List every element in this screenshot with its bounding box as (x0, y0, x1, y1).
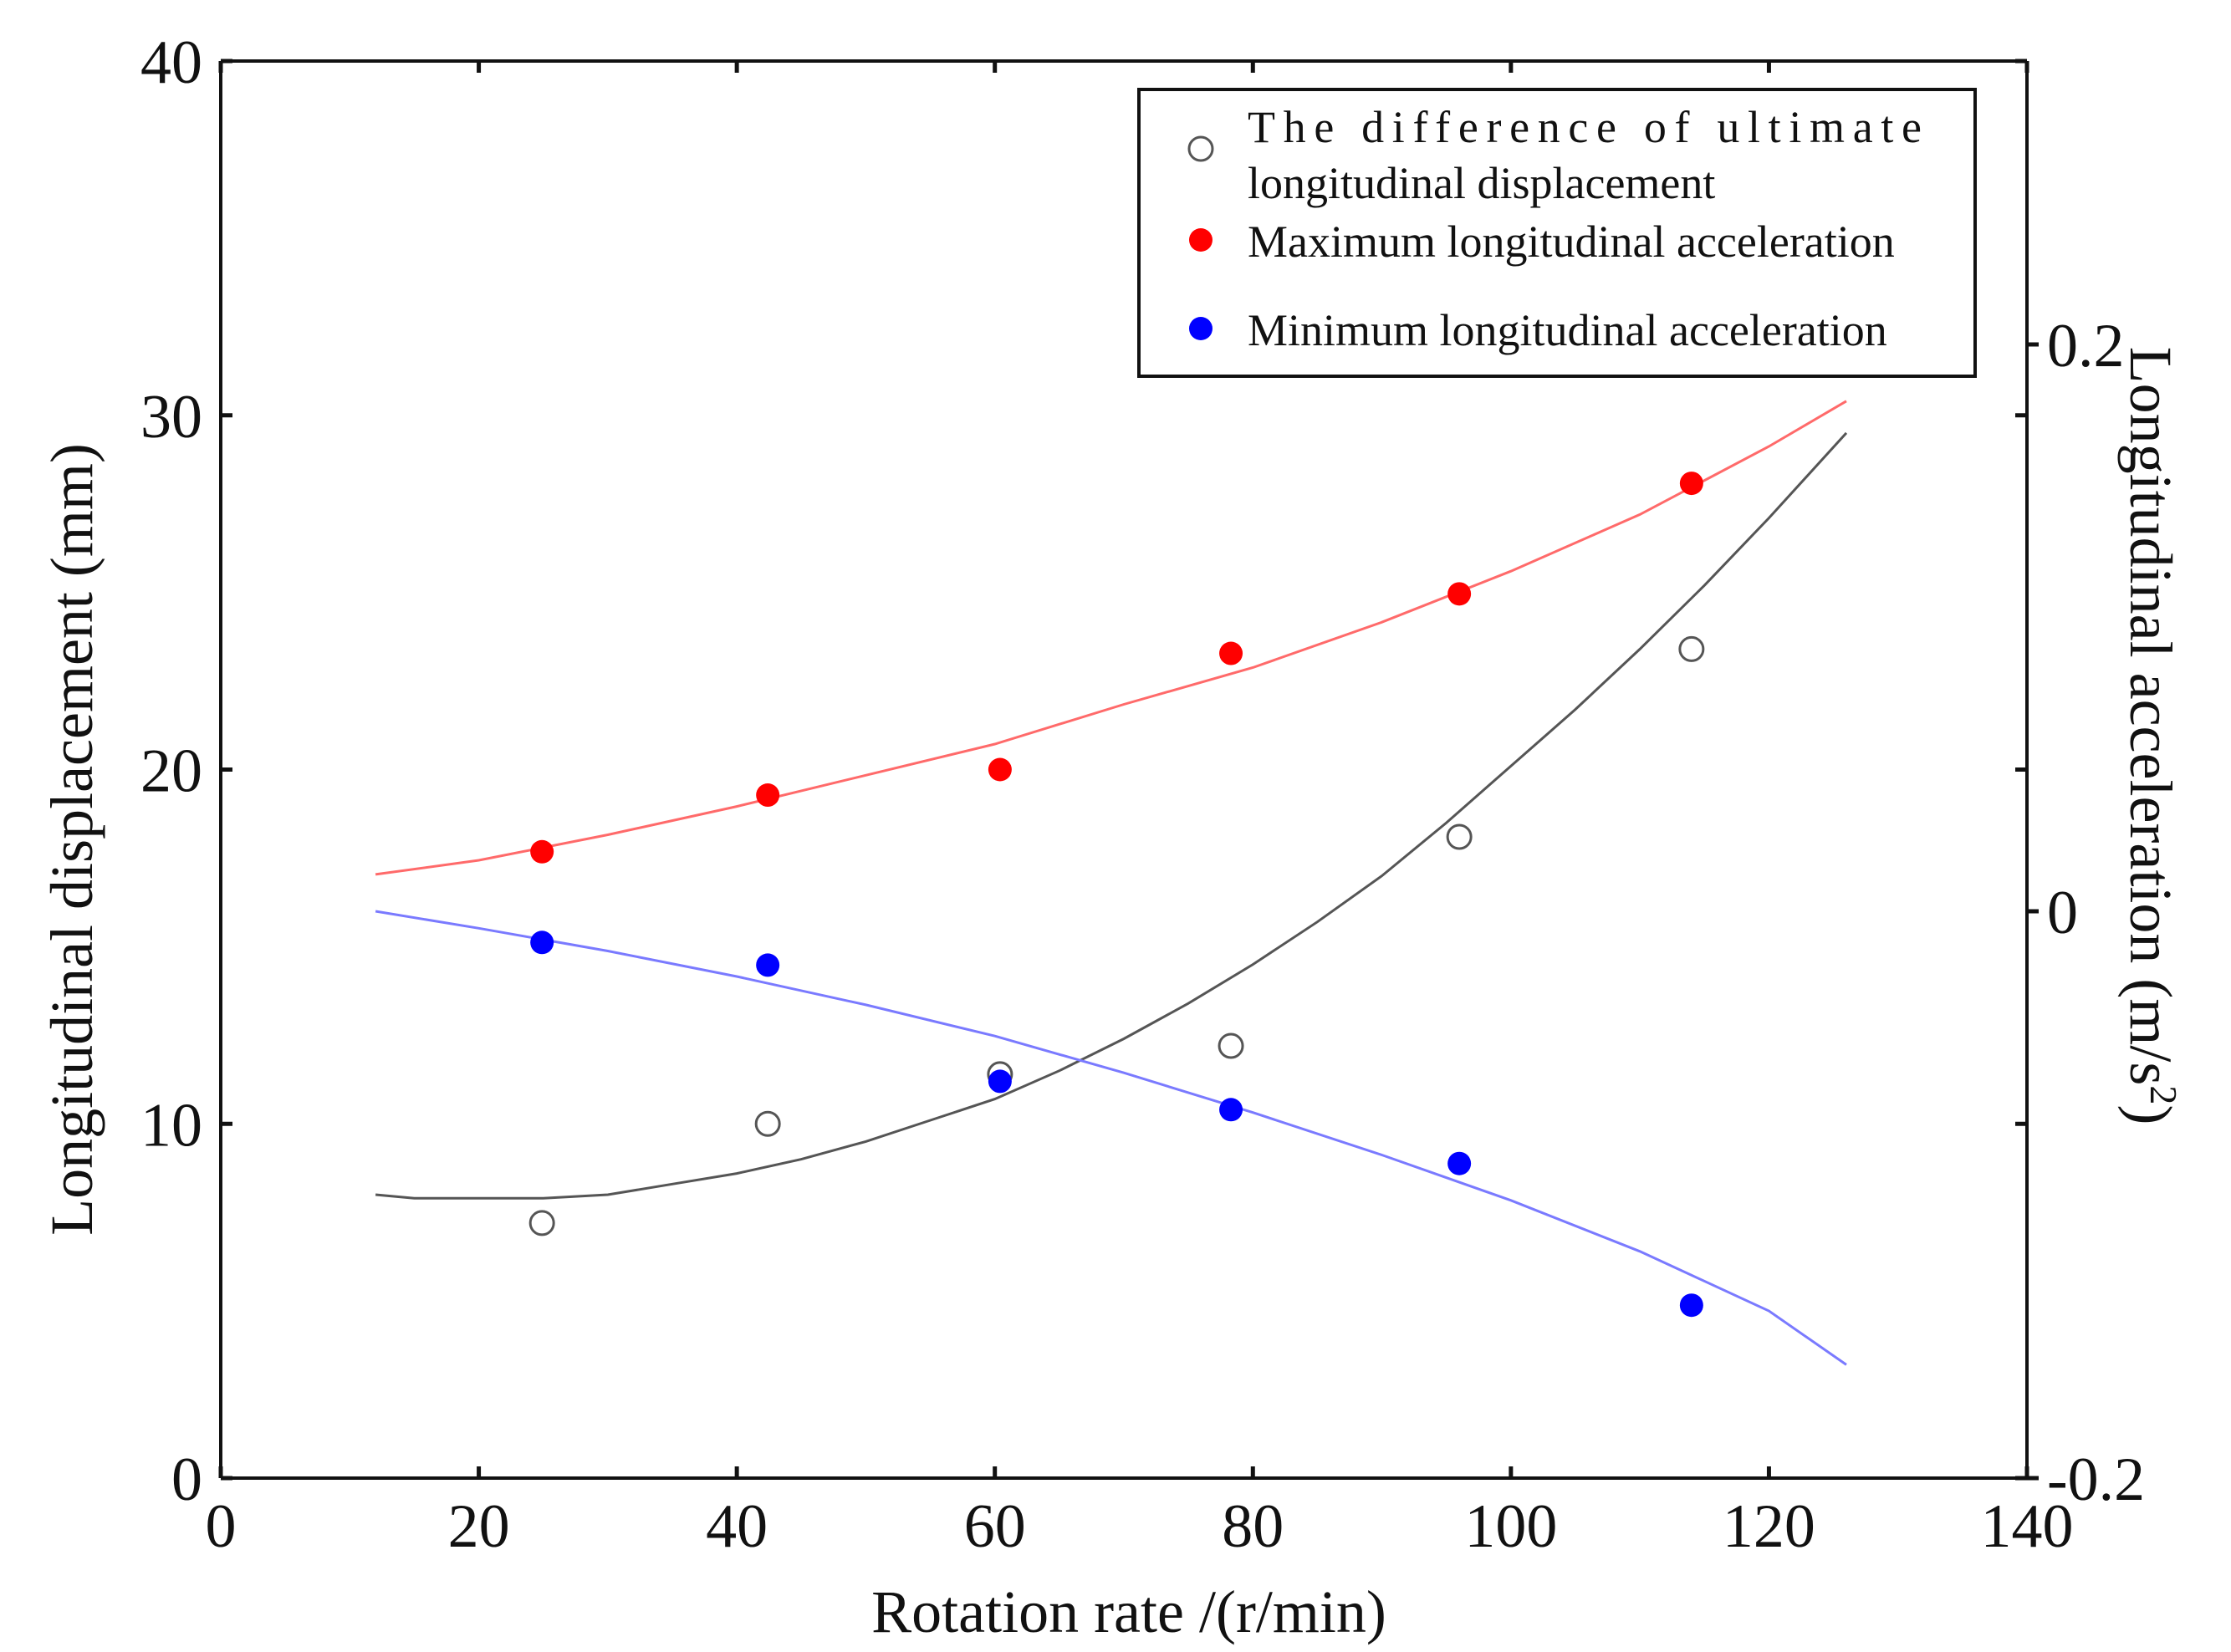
y-right-axis-title-main: Longitudinal acceleration (m/s (2117, 347, 2184, 1086)
y-right-tick-label: 0 (2047, 879, 2078, 947)
legend-marker-max-acceleration (1189, 228, 1212, 252)
axis-ticks: 0 20 40 60 80 100 120 140 0 10 20 30 40 -0.2 0 0.2 (140, 28, 2145, 1561)
legend-marker-min-acceleration (1189, 317, 1212, 340)
data-point-series-2 (1219, 1098, 1243, 1122)
y-left-tick-label: 30 (140, 383, 202, 451)
y-right-axis-title-close: ) (2117, 1104, 2184, 1124)
legend-box (1137, 88, 1977, 378)
data-point-series-1 (1219, 641, 1243, 665)
y-left-axis-title: Longitudinal displacement (mm) (38, 443, 105, 1236)
data-points (528, 472, 1705, 1318)
data-point-series-2 (988, 1069, 1012, 1094)
data-point-series-2 (756, 953, 780, 977)
fit-line-0 (375, 431, 1848, 1200)
data-point-series-0 (1218, 1032, 1244, 1059)
x-tick-label: 140 (1981, 1492, 2074, 1561)
x-tick-label: 60 (964, 1492, 1026, 1561)
y-right-tick-label: 0.2 (2047, 312, 2125, 380)
y-right-axis-title-sup: 2 (2142, 1085, 2185, 1104)
fit-line-2 (375, 910, 1847, 1366)
data-point-series-2 (1447, 1151, 1472, 1175)
x-tick-label: 100 (1464, 1492, 1557, 1561)
legend-marker-displacement (1187, 135, 1214, 162)
legend-label-displacement-line1: The difference of ultimate (1248, 102, 1922, 152)
data-point-series-1 (1679, 472, 1703, 496)
data-point-series-0 (1678, 635, 1705, 662)
data-point-series-1 (530, 839, 554, 864)
y-left-tick-label: 0 (171, 1446, 202, 1514)
data-point-series-2 (530, 931, 554, 955)
x-axis-title: Rotation rate /(r/min) (871, 1578, 1386, 1645)
x-tick-label: 120 (1723, 1492, 1815, 1561)
y-left-tick-label: 10 (140, 1091, 202, 1160)
legend-label-max-acceleration: Maximum longitudinal acceleration (1248, 217, 1895, 267)
x-tick-label: 20 (448, 1492, 510, 1561)
legend: The difference of ultimate longitudinal … (1137, 88, 1977, 378)
data-point-series-2 (1679, 1293, 1703, 1318)
legend-label-displacement-line2: longitudinal displacement (1248, 158, 1715, 208)
y-left-tick-label: 20 (140, 737, 202, 806)
y-right-axis-title: Longitudinal acceleration (m/s2) (2117, 347, 2185, 1125)
data-point-series-0 (1446, 823, 1473, 850)
y-right-tick-label: -0.2 (2047, 1446, 2145, 1514)
legend-label-min-acceleration: Minimum longitudinal acceleration (1248, 305, 1887, 355)
x-tick-label: 80 (1222, 1492, 1284, 1561)
y-left-tick-label: 40 (140, 28, 202, 97)
data-point-series-0 (754, 1110, 781, 1137)
data-point-series-1 (756, 783, 780, 808)
x-tick-label: 0 (206, 1492, 237, 1561)
x-tick-label: 40 (706, 1492, 768, 1561)
data-point-series-1 (1447, 582, 1472, 606)
fit-lines (375, 400, 1848, 1366)
fit-line-1 (375, 400, 1847, 876)
data-point-series-0 (528, 1210, 555, 1236)
data-point-series-1 (988, 757, 1012, 782)
